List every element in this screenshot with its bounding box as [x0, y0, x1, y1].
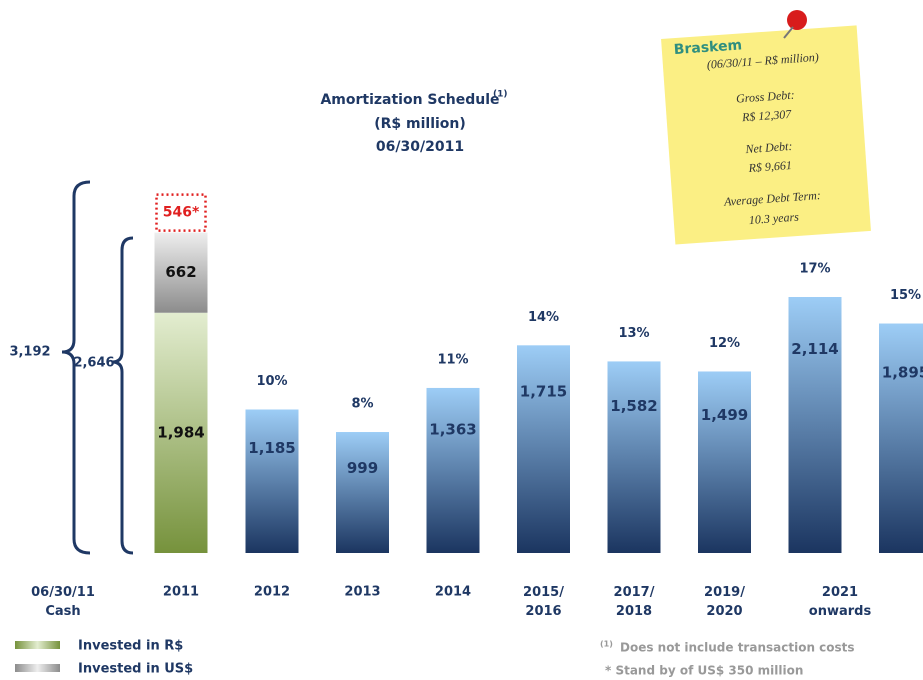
sticky-note: Braskem (06/30/11 – R$ million) Gross De… [661, 25, 871, 245]
value-label: 1,895 [882, 364, 923, 382]
x-tick-label: 2013 [344, 585, 380, 600]
x-tick-label: 2021 onwards [809, 585, 872, 619]
invested-bracket [111, 236, 134, 555]
bar [517, 345, 570, 553]
share-label: 12% [709, 336, 740, 351]
x-tick-label: 2017/2018 [614, 585, 655, 619]
value-label: 2,114 [791, 340, 838, 358]
footnote: * Stand by of US$ 350 million [605, 664, 803, 678]
note-item: 10.3 years [748, 210, 799, 227]
footnote: Does not include transaction costs [620, 641, 855, 655]
legend: Invested in R$ Invested in US$ [15, 639, 193, 677]
legend-label: Invested in R$ [78, 639, 183, 654]
title-block: Amortization Schedule (1) (R$ million) 0… [320, 90, 507, 156]
note-item: Net Debt: [744, 139, 793, 156]
x-tick-label: 2019/2020 [704, 585, 745, 619]
bar [245, 409, 299, 553]
value-label: 662 [165, 263, 196, 281]
invested-label: 2,646 [73, 356, 114, 371]
note-item: Average Debt Term: [723, 188, 822, 209]
value-label: 1,715 [520, 383, 567, 401]
value-label: 1,363 [429, 420, 476, 438]
bar [788, 297, 842, 553]
total-bracket [61, 180, 91, 555]
note-item: R$ 12,307 [741, 107, 793, 125]
cash-bar [154, 312, 208, 553]
standby-label: 546* [163, 205, 200, 221]
value-label: 999 [347, 459, 378, 477]
value-label: 1,499 [701, 406, 748, 424]
title-note: (1) [493, 90, 508, 100]
date: 06/30/2011 [376, 139, 464, 155]
legend-swatch [15, 664, 60, 672]
x-tick-label: 2012 [254, 585, 290, 600]
pin-needle [783, 26, 794, 39]
note-brand: Braskem [673, 37, 742, 58]
value-label: 1,984 [157, 423, 204, 441]
x-tick-label: 2014 [435, 585, 471, 600]
x-tick-label: 2015/2016 [523, 585, 564, 619]
note-item: R$ 9,661 [747, 158, 792, 175]
share-label: 13% [618, 326, 649, 341]
bar [336, 432, 389, 553]
bar [879, 323, 923, 553]
share-label: 15% [890, 288, 921, 303]
share-label: 11% [437, 352, 468, 367]
bar [698, 371, 751, 553]
value-label: 1,582 [610, 397, 657, 415]
cash-label: 06/30/11 Cash [31, 585, 95, 619]
subtitle: (R$ million) [374, 116, 466, 132]
cash-bar [154, 232, 208, 313]
share-label: 10% [256, 374, 287, 389]
chart-title: Amortization Schedule [320, 92, 499, 108]
footnotes: (1) Does not include transaction costs *… [600, 640, 855, 678]
share-label: 14% [528, 310, 559, 325]
footnote-mark: (1) [600, 640, 613, 649]
bar [426, 387, 480, 553]
value-label: 1,185 [248, 439, 295, 457]
note-item: Gross Debt: [736, 88, 795, 106]
x-tick-label: 2011 [163, 585, 199, 600]
pin [787, 10, 807, 30]
total-label: 3,192 [9, 345, 50, 360]
standby-box [155, 193, 207, 232]
share-label: 8% [351, 397, 373, 412]
legend-swatch [15, 641, 60, 649]
note-paper [661, 25, 871, 245]
bar [607, 361, 661, 553]
share-label: 17% [799, 262, 830, 277]
legend-label: Invested in US$ [78, 662, 193, 677]
